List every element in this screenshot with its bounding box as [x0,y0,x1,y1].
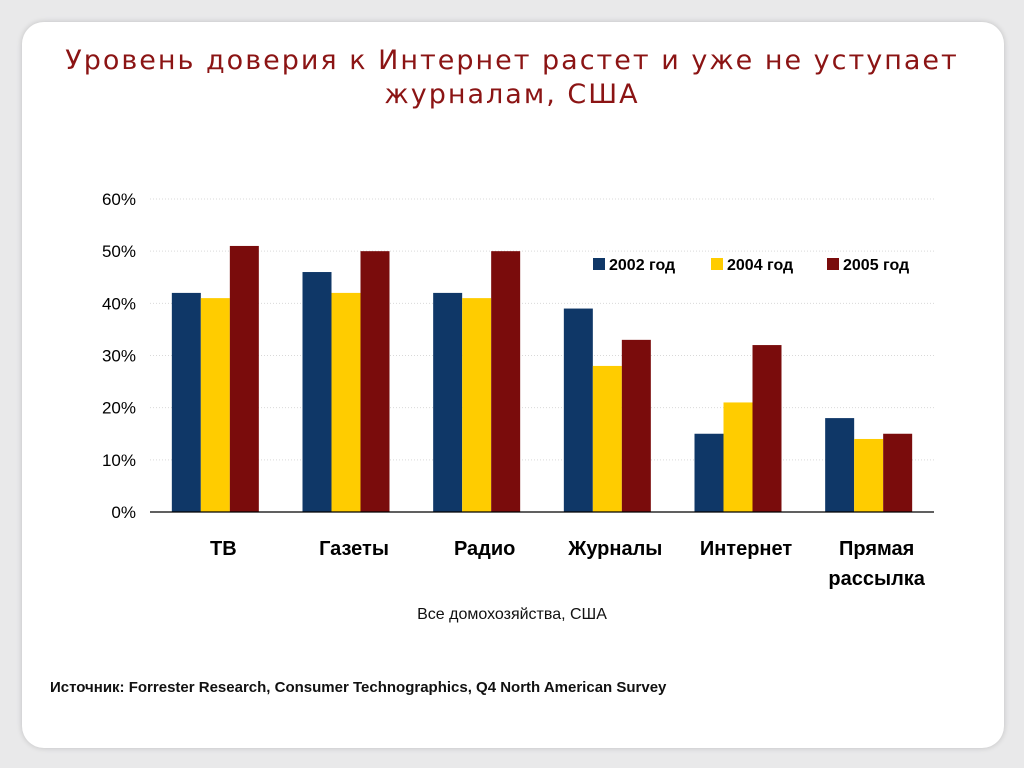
x-tick-label: Радио [454,538,515,560]
bar-chart: 0% 10% 20% 30% 40% 50% 60% ТВ Газеты Радио Журналы… [102,190,934,590]
bar [752,345,782,512]
x-tick-label: рассылка [828,568,925,590]
bar [592,365,622,512]
y-tick-label: 60% [102,190,136,209]
x-tick-label: Журналы [567,538,662,560]
bar [694,433,724,512]
bar [302,272,332,512]
y-tick-label: 0% [111,503,136,522]
legend-label: 2004 год [727,257,793,274]
bar [621,339,651,512]
bar [462,298,492,512]
bar [854,438,884,512]
bar [491,251,521,512]
bar [825,418,855,512]
legend-label: 2005 год [843,257,909,274]
source-note: Источник: Forrester Research, Consumer T… [50,679,667,696]
legend-swatch [711,258,723,270]
x-tick-label: ТВ [210,538,237,560]
chart-subtitle: Все домохозяйства, США [417,606,607,623]
y-tick-label: 10% [102,451,136,470]
bar [171,292,201,512]
legend-label: 2002 год [609,257,675,274]
legend-swatch [827,258,839,270]
legend-swatch [593,258,605,270]
y-tick-label: 30% [102,347,136,366]
y-tick-label: 50% [102,242,136,261]
slide-title: Уровень доверия к Интернет растет и уже … [65,45,959,110]
bar [331,292,361,512]
bar [360,251,390,512]
bar [883,433,913,512]
x-tick-label: Газеты [319,538,389,560]
bar [200,298,230,512]
y-tick-label: 20% [102,399,136,418]
bar [433,292,463,512]
bar [229,245,259,512]
x-tick-label: Прямая [839,538,914,560]
y-tick-label: 40% [102,294,136,313]
bar [563,308,593,512]
x-tick-label: Интернет [700,538,793,560]
bar [723,402,753,512]
